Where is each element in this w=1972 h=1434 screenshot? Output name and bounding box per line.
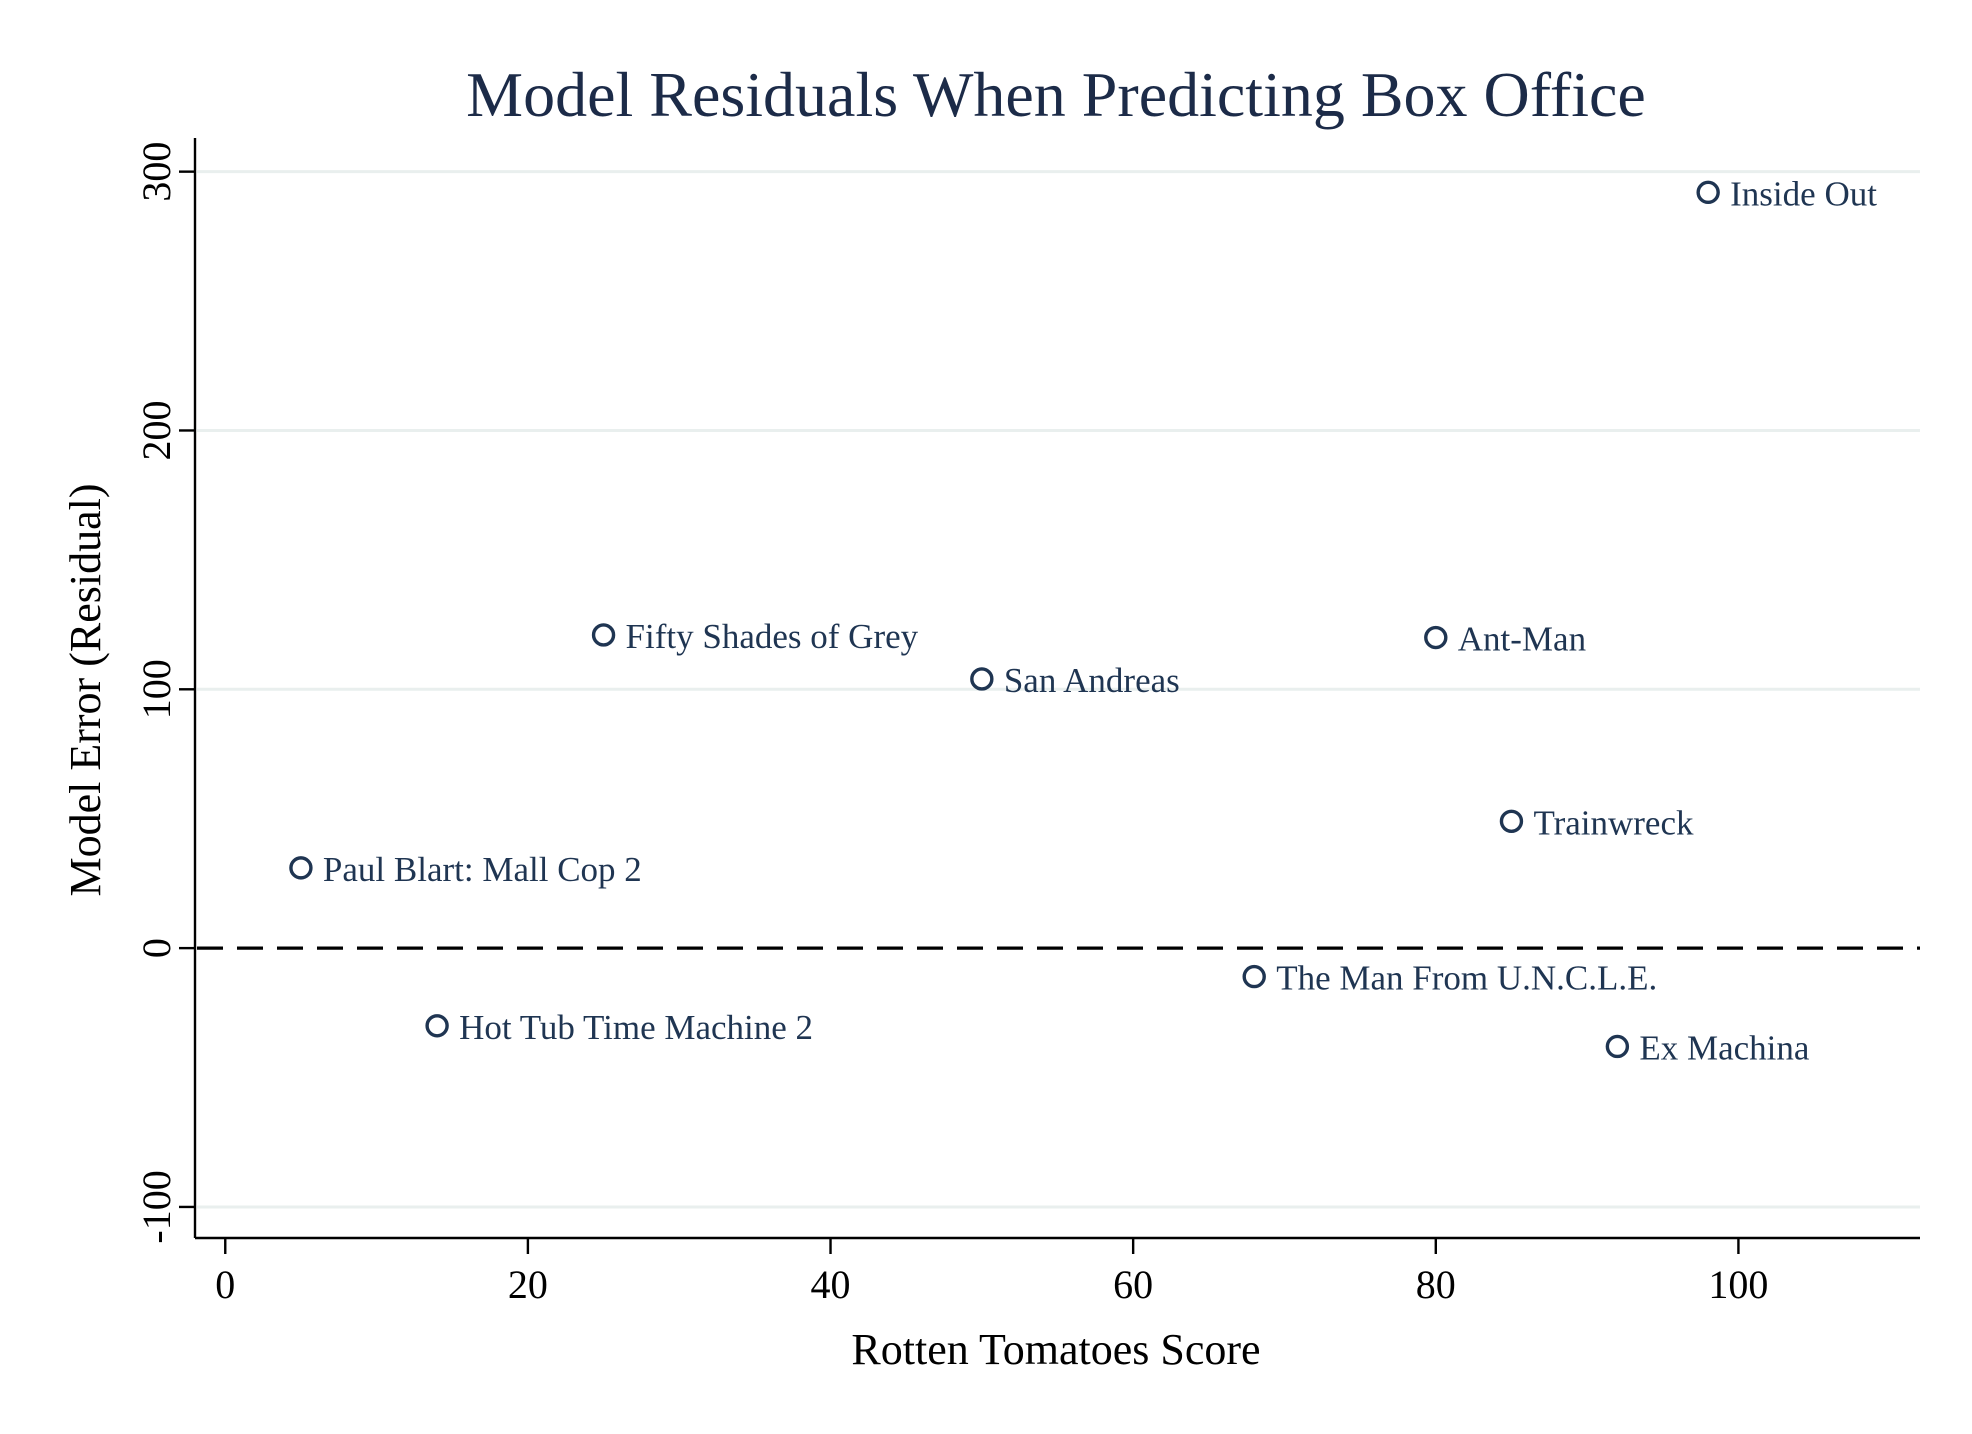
point-label-3: San Andreas [1004, 661, 1180, 700]
point-label-8: Ex Machina [1639, 1028, 1810, 1067]
point-label-2: Ant-Man [1458, 620, 1586, 659]
x-tick-label-5: 100 [1708, 1262, 1768, 1307]
x-tick-label-1: 20 [508, 1262, 548, 1307]
x-tick-label-3: 60 [1113, 1262, 1153, 1307]
points-layer: Inside Out Fifty Shades of Grey Ant-Man San… [289, 174, 1877, 1067]
data-point-0 [1696, 180, 1720, 205]
axis-layer: 0 20 40 60 80 100 -100 0 100 200 300 [134, 138, 1920, 1307]
data-point-6 [1242, 964, 1266, 989]
point-label-0: Inside Out [1730, 174, 1877, 213]
y-axis-label: Model Error (Residual) [61, 484, 110, 897]
grid-layer [197, 170, 1920, 1209]
point-label-7: Hot Tub Time Machine 2 [459, 1008, 813, 1047]
x-tick-label-2: 40 [811, 1262, 851, 1307]
y-tick-label-3: 200 [134, 400, 179, 460]
data-point-1 [591, 623, 616, 647]
y-tick-label-1: 0 [134, 938, 179, 958]
data-point-5 [289, 856, 313, 880]
x-tick-label-0: 0 [215, 1262, 235, 1307]
x-tick-label-4: 80 [1416, 1262, 1456, 1307]
chart-title: Model Residuals When Predicting Box Offi… [466, 59, 1646, 130]
data-point-7 [425, 1014, 449, 1038]
point-label-5: Paul Blart: Mall Cop 2 [323, 850, 642, 889]
y-tick-label-4: 300 [134, 142, 179, 202]
data-point-3 [970, 667, 994, 691]
point-label-4: Trainwreck [1533, 803, 1694, 842]
point-label-1: Fifty Shades of Grey [626, 617, 919, 656]
y-tick-label-0: -100 [134, 1170, 179, 1243]
y-tick-label-2: 100 [134, 659, 179, 719]
x-axis-label: Rotten Tomatoes Score [851, 1325, 1260, 1374]
data-point-4 [1499, 809, 1524, 833]
data-point-8 [1605, 1034, 1630, 1059]
data-point-2 [1424, 625, 1448, 650]
point-label-6: The Man From U.N.C.L.E. [1276, 959, 1657, 998]
